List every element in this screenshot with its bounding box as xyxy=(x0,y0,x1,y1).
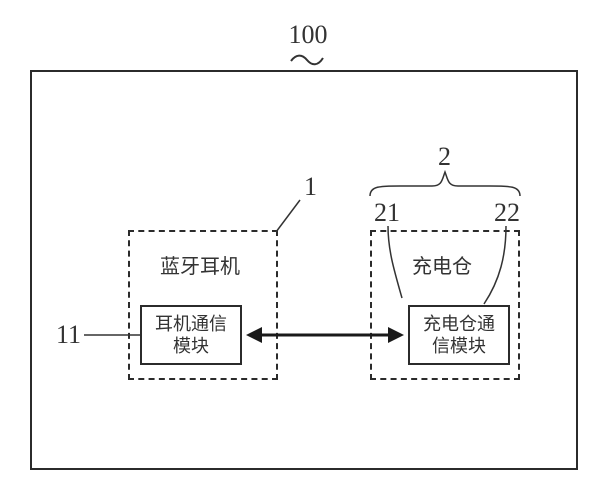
ref-label-22: 22 xyxy=(494,198,520,228)
bt-headset-title: 蓝牙耳机 xyxy=(160,250,240,279)
squiggle-icon xyxy=(290,52,324,66)
case-comm-module: 充电仓通 信模块 xyxy=(408,305,510,365)
headset-comm-label: 耳机通信 模块 xyxy=(155,313,227,358)
ref-label-21: 21 xyxy=(374,198,400,228)
headset-comm-module: 耳机通信 模块 xyxy=(140,305,242,365)
headset-comm-label-line2: 模块 xyxy=(173,336,209,356)
figure-ref-100: 100 xyxy=(278,20,338,50)
charging-case-title: 充电仓 xyxy=(412,250,472,279)
ref-label-1: 1 xyxy=(304,172,317,202)
case-comm-label: 充电仓通 信模块 xyxy=(423,313,495,358)
ref-label-11: 11 xyxy=(56,320,81,350)
case-comm-label-line2: 信模块 xyxy=(432,336,486,356)
ref-label-2: 2 xyxy=(438,142,451,172)
case-comm-label-line1: 充电仓通 xyxy=(423,314,495,334)
headset-comm-label-line1: 耳机通信 xyxy=(155,314,227,334)
diagram-stage: 100 蓝牙耳机 耳机通信 模块 充电仓 充电仓通 信模块 1 11 xyxy=(0,0,608,500)
